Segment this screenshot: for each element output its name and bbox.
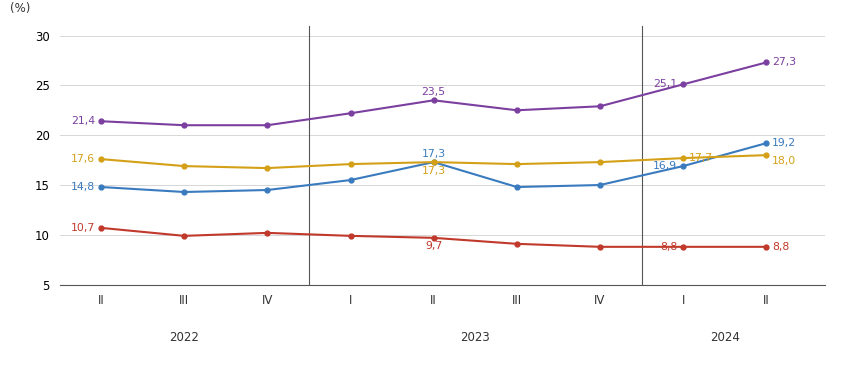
Text: 21,4: 21,4	[71, 116, 95, 126]
Text: 19,2: 19,2	[772, 138, 796, 148]
Text: 2024: 2024	[710, 331, 740, 344]
Text: 17,3: 17,3	[422, 149, 445, 159]
Text: 25,1: 25,1	[653, 79, 677, 89]
Text: 17,3: 17,3	[422, 166, 445, 176]
Text: 17,7: 17,7	[689, 153, 713, 163]
Text: 10,7: 10,7	[71, 223, 95, 233]
Text: 23,5: 23,5	[422, 87, 445, 97]
Text: 27,3: 27,3	[772, 57, 796, 68]
Text: 8,8: 8,8	[660, 242, 677, 252]
Text: 14,8: 14,8	[71, 182, 95, 192]
Text: (%): (%)	[10, 2, 30, 15]
Text: 9,7: 9,7	[425, 241, 442, 251]
Text: 17,6: 17,6	[71, 154, 95, 164]
Text: 2022: 2022	[169, 331, 199, 344]
Text: 2023: 2023	[461, 331, 490, 344]
Text: 8,8: 8,8	[772, 242, 790, 252]
Text: 16,9: 16,9	[653, 161, 677, 171]
Text: 18,0: 18,0	[772, 156, 796, 166]
